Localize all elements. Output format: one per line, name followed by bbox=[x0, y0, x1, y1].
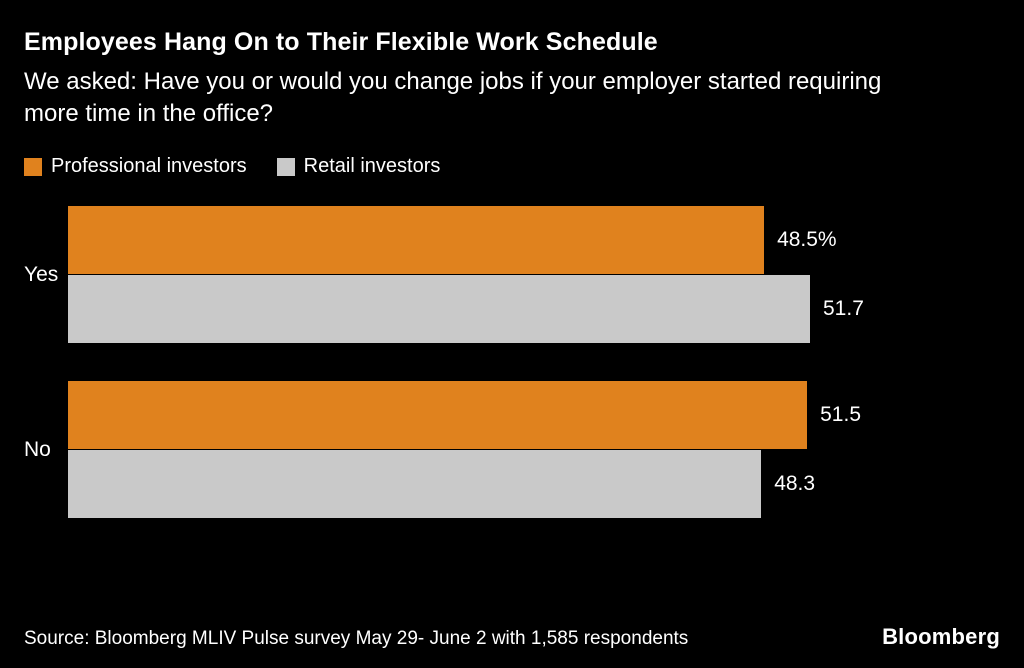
chart-subtitle: We asked: Have you or would you change j… bbox=[24, 68, 882, 127]
bar-stack: 48.5% 51.7 bbox=[68, 206, 1024, 344]
bar-group: Yes 48.5% 51.7 bbox=[24, 206, 1024, 344]
chart-title: Employees Hang On to Their Flexible Work… bbox=[24, 28, 658, 56]
bar-group: No 51.5 48.3 bbox=[24, 381, 1024, 519]
legend-swatch bbox=[276, 157, 295, 176]
legend-item: Retail investors bbox=[276, 155, 441, 178]
bar-row: 48.5% bbox=[68, 206, 1024, 275]
bar-retail-investors bbox=[68, 450, 762, 519]
bar-stack: 51.5 48.3 bbox=[68, 381, 1024, 519]
legend-label: Retail investors bbox=[303, 155, 441, 178]
bar-value-label: 51.5 bbox=[820, 403, 861, 427]
bar-retail-investors bbox=[68, 275, 810, 344]
category-label: No bbox=[24, 438, 51, 462]
chart-footer: Source: Bloomberg MLIV Pulse survey May … bbox=[24, 624, 1000, 650]
bar-value-label: 51.7 bbox=[823, 297, 864, 321]
bar-professional-investors bbox=[68, 206, 765, 275]
legend-swatch bbox=[24, 157, 42, 176]
bar-row: 51.7 bbox=[68, 275, 1024, 344]
bar-value-label: 48.3 bbox=[774, 472, 816, 496]
legend-label: Professional investors bbox=[51, 155, 247, 178]
bar-row: 48.3 bbox=[68, 450, 1024, 519]
plot-area: Yes 48.5% 51.7 No 51.5 48.3 bbox=[0, 206, 1024, 519]
bar-value-label: 48.5% bbox=[777, 228, 837, 252]
legend: Professional investors Retail investors bbox=[0, 155, 1024, 178]
bloomberg-logo: Bloomberg bbox=[882, 624, 1000, 649]
source-note: Source: Bloomberg MLIV Pulse survey May … bbox=[24, 628, 689, 649]
bar-professional-investors bbox=[68, 381, 808, 450]
legend-item: Professional investors bbox=[24, 155, 247, 178]
category-label: Yes bbox=[24, 263, 59, 287]
chart-header: Employees Hang On to Their Flexible Work… bbox=[0, 0, 1024, 129]
bar-row: 51.5 bbox=[68, 381, 1024, 450]
